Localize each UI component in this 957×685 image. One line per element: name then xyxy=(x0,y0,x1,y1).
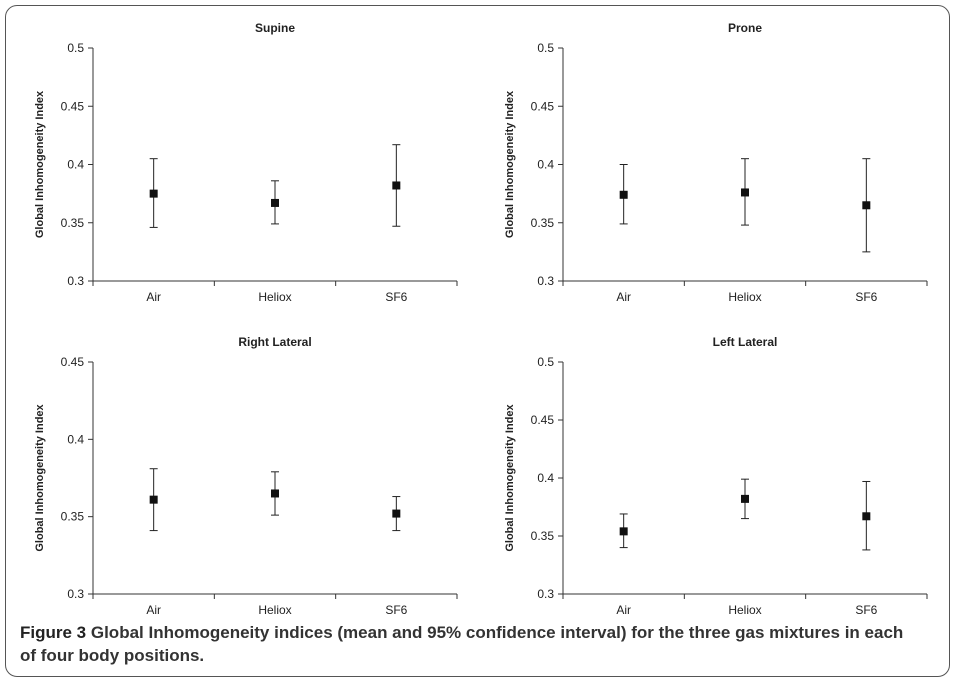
y-tick-label: 0.3 xyxy=(67,274,84,288)
y-tick-label: 0.45 xyxy=(531,413,555,427)
x-tick-label: Heliox xyxy=(728,603,761,617)
y-tick-label: 0.35 xyxy=(531,529,555,543)
y-tick-label: 0.35 xyxy=(61,510,85,524)
y-tick-label: 0.4 xyxy=(537,471,554,485)
mean-marker-heliox xyxy=(741,494,749,503)
y-axis-label: Global Inhomogeneity Index xyxy=(34,90,46,238)
chart-title: Prone xyxy=(728,21,762,35)
mean-marker-air xyxy=(619,527,628,536)
y-axis-label: Global Inhomogeneity Index xyxy=(504,90,516,238)
y-tick-label: 0.35 xyxy=(531,216,555,230)
y-tick-label: 0.5 xyxy=(537,41,554,55)
mean-marker-heliox xyxy=(271,198,279,207)
figure-caption-text: Global Inhomogeneity indices (mean and 9… xyxy=(20,623,904,665)
y-tick-label: 0.3 xyxy=(537,587,554,601)
x-tick-label: Air xyxy=(616,290,631,304)
mean-marker-air xyxy=(149,495,158,504)
y-tick-label: 0.4 xyxy=(537,158,554,172)
y-tick-label: 0.3 xyxy=(67,587,84,601)
y-tick-label: 0.4 xyxy=(67,432,84,446)
chart-panel-3: Right Lateral 0.3 0.35 0.4 0.45 Air Heliox SF6 G… xyxy=(34,335,458,617)
y-tick-label: 0.3 xyxy=(537,274,554,288)
x-tick-label: Air xyxy=(146,290,161,304)
chart-panel-4: Left Lateral 0.3 0.35 0.4 0.45 0.5 Air Heliox SF… xyxy=(504,335,928,617)
x-tick-label: Heliox xyxy=(728,290,761,304)
mean-marker-air xyxy=(619,190,628,199)
chart-panel-1: Supine 0.3 0.35 0.4 0.45 0.5 Air Heliox SF6 Globa… xyxy=(34,21,458,304)
figure-caption-label: Figure 3 xyxy=(20,623,87,642)
chart-panel-2: Prone 0.3 0.35 0.4 0.45 0.5 Air Heliox SF6 Global… xyxy=(504,21,928,304)
mean-marker-heliox xyxy=(271,489,279,498)
mean-marker-sf6 xyxy=(392,509,401,518)
chart-title: Left Lateral xyxy=(713,335,778,349)
y-tick-label: 0.5 xyxy=(67,41,84,55)
mean-marker-sf6 xyxy=(862,512,871,521)
y-axis-label: Global Inhomogeneity Index xyxy=(34,403,46,551)
y-tick-label: 0.45 xyxy=(61,355,85,369)
y-tick-label: 0.5 xyxy=(537,355,554,369)
x-tick-label: SF6 xyxy=(385,603,407,617)
mean-marker-sf6 xyxy=(392,181,401,190)
chart-title: Right Lateral xyxy=(238,335,311,349)
figure-caption: Figure 3 Global Inhomogeneity indices (m… xyxy=(20,621,920,667)
mean-marker-sf6 xyxy=(862,201,871,210)
x-tick-label: Heliox xyxy=(258,290,291,304)
y-tick-label: 0.45 xyxy=(61,99,85,113)
x-tick-label: Air xyxy=(146,603,161,617)
x-tick-label: SF6 xyxy=(385,290,407,304)
y-tick-label: 0.45 xyxy=(531,99,555,113)
x-tick-label: SF6 xyxy=(855,290,877,304)
y-tick-label: 0.35 xyxy=(61,216,85,230)
x-tick-label: Heliox xyxy=(258,603,291,617)
y-tick-label: 0.4 xyxy=(67,158,84,172)
x-tick-label: SF6 xyxy=(855,603,877,617)
x-tick-label: Air xyxy=(616,603,631,617)
figure-frame xyxy=(5,5,950,677)
chart-title: Supine xyxy=(255,21,295,35)
mean-marker-heliox xyxy=(741,188,749,197)
y-axis-label: Global Inhomogeneity Index xyxy=(504,403,516,551)
mean-marker-air xyxy=(149,189,158,198)
